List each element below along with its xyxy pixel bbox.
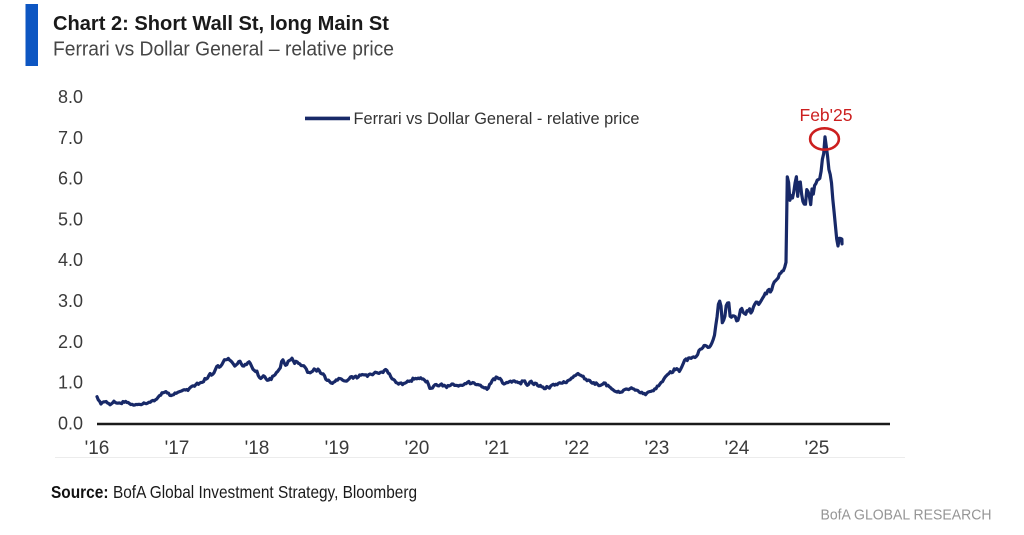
svg-text:Ferrari vs Dollar General – re: Ferrari vs Dollar General – relative pri…	[53, 39, 394, 61]
svg-text:4.0: 4.0	[58, 250, 83, 270]
svg-text:7.0: 7.0	[58, 128, 83, 148]
svg-text:'24: '24	[725, 438, 750, 459]
svg-text:'20: '20	[405, 438, 430, 459]
svg-text:'16: '16	[85, 438, 110, 459]
svg-text:'21: '21	[485, 438, 510, 459]
svg-text:Source:: Source:	[51, 482, 109, 502]
svg-text:'25: '25	[805, 438, 830, 459]
svg-text:BofA Global Investment Strateg: BofA Global Investment Strategy, Bloombe…	[113, 482, 417, 502]
svg-text:2.0: 2.0	[58, 332, 83, 352]
svg-text:5.0: 5.0	[58, 209, 83, 229]
svg-text:0.0: 0.0	[58, 414, 83, 434]
svg-text:BofA GLOBAL RESEARCH: BofA GLOBAL RESEARCH	[821, 508, 992, 524]
svg-text:'23: '23	[645, 438, 670, 459]
svg-text:Feb'25: Feb'25	[800, 105, 853, 125]
svg-text:Ferrari vs Dollar General - re: Ferrari vs Dollar General - relative pri…	[354, 110, 640, 128]
svg-text:1.0: 1.0	[58, 373, 83, 393]
svg-text:'18: '18	[245, 438, 270, 459]
svg-text:'22: '22	[565, 438, 590, 459]
svg-text:'19: '19	[325, 438, 350, 459]
svg-text:Chart 2: Short Wall St, long M: Chart 2: Short Wall St, long Main St	[53, 13, 389, 35]
svg-text:'17: '17	[165, 438, 190, 459]
svg-text:8.0: 8.0	[58, 87, 83, 107]
svg-text:3.0: 3.0	[58, 291, 83, 311]
svg-text:6.0: 6.0	[58, 169, 83, 189]
